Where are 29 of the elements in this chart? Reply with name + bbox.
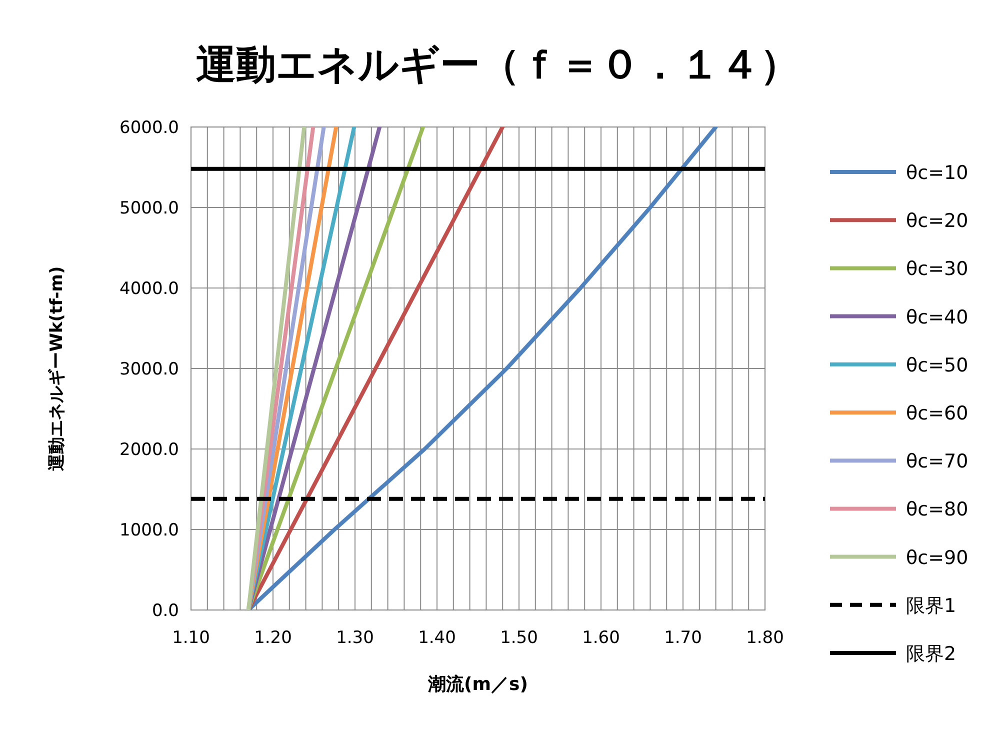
y-tick-label: 0.0 <box>152 601 179 621</box>
x-tick-label: 1.40 <box>418 628 456 648</box>
legend-label: θc=50 <box>906 354 968 376</box>
x-axis-title: 潮流(m／s) <box>427 674 528 695</box>
x-tick-label: 1.10 <box>172 628 210 648</box>
y-tick-label: 6000.0 <box>120 118 179 138</box>
y-tick-label: 5000.0 <box>120 198 179 218</box>
y-tick-label: 3000.0 <box>120 360 179 380</box>
x-tick-label: 1.20 <box>254 628 292 648</box>
y-axis-title: 運動エネルギーWk(tf-m) <box>47 266 67 472</box>
y-tick-label: 4000.0 <box>120 279 179 299</box>
y-tick-label: 1000.0 <box>120 520 179 540</box>
legend-label: θc=70 <box>906 450 968 473</box>
x-tick-label: 1.30 <box>336 628 374 648</box>
legend-label: θc=90 <box>906 546 968 569</box>
legend-label: θc=30 <box>906 258 968 280</box>
x-tick-label: 1.50 <box>500 628 538 648</box>
legend-label: θc=20 <box>906 210 968 232</box>
y-tick-label: 2000.0 <box>120 440 179 460</box>
x-tick-label: 1.70 <box>664 628 702 648</box>
x-tick-label: 1.60 <box>582 628 620 648</box>
legend-label: 限界1 <box>906 594 956 617</box>
legend-label: θc=40 <box>906 306 968 328</box>
legend-label: 限界2 <box>906 643 956 665</box>
legend-label: θc=60 <box>906 402 968 424</box>
legend-label: θc=80 <box>906 498 968 521</box>
x-tick-label: 1.80 <box>746 628 784 648</box>
chart-title: 運動エネルギー（ｆ＝０．１４） <box>196 42 800 88</box>
legend-label: θc=10 <box>906 162 968 184</box>
